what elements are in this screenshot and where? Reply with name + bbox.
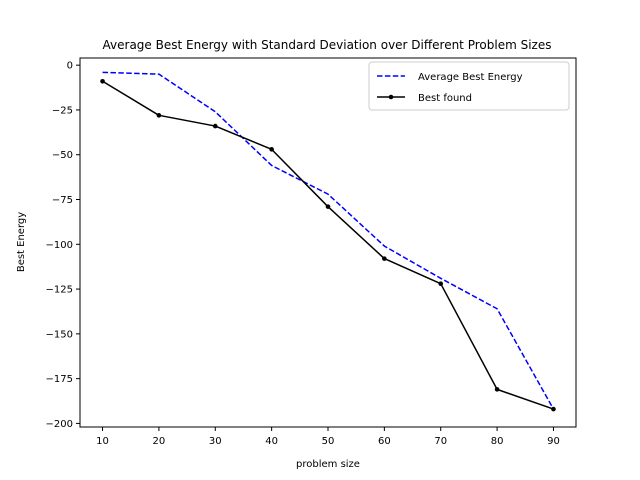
x-tick-label: 80 bbox=[491, 436, 504, 447]
best-found-point bbox=[269, 147, 274, 152]
x-axis-label: problem size bbox=[296, 459, 360, 470]
x-tick-label: 40 bbox=[265, 436, 278, 447]
best-found-point bbox=[156, 113, 162, 118]
best-found-point bbox=[325, 204, 331, 209]
y-tick-label: −100 bbox=[46, 240, 73, 251]
x-tick-label: 30 bbox=[209, 436, 222, 447]
best-found-point bbox=[494, 387, 500, 392]
y-tick-label: −75 bbox=[52, 195, 73, 206]
axes-layer: 10 20 30 40 50 60 70 80 90 0 −25 −50 −75 −100 −125 −150… bbox=[46, 61, 560, 447]
legend-label-best: Best found bbox=[418, 93, 472, 104]
best-found-point bbox=[551, 406, 556, 412]
legend: Average Best Energy Best found bbox=[368, 61, 570, 111]
legend-label-average: Average Best Energy bbox=[418, 72, 523, 83]
chart-title: Average Best Energy with Standard Deviat… bbox=[103, 38, 552, 52]
best-found-point bbox=[100, 78, 105, 84]
plot-area bbox=[80, 58, 576, 427]
x-tick-label: 20 bbox=[153, 436, 166, 447]
series-layer bbox=[100, 71, 556, 412]
x-tick-label: 10 bbox=[96, 436, 109, 447]
y-tick-label: 0 bbox=[67, 61, 73, 72]
best-found-point bbox=[382, 256, 387, 261]
legend-marker-best bbox=[388, 94, 394, 100]
plot-frame bbox=[79, 57, 577, 428]
y-tick-label: −175 bbox=[46, 374, 73, 385]
y-tick-label: −50 bbox=[52, 150, 73, 161]
y-axis-label: Best Energy bbox=[16, 212, 27, 272]
y-tick-label: −125 bbox=[46, 285, 73, 296]
best-found-point bbox=[438, 281, 444, 286]
x-tick-label: 90 bbox=[547, 436, 560, 447]
best-found-point bbox=[212, 123, 218, 129]
x-tick-label: 60 bbox=[378, 436, 391, 447]
y-tick-label: −150 bbox=[46, 329, 73, 340]
x-tick-label: 70 bbox=[434, 436, 447, 447]
y-tick-label: −200 bbox=[46, 419, 73, 430]
x-tick-label: 50 bbox=[322, 436, 335, 447]
legend-frame bbox=[368, 61, 570, 111]
series-average-best-energy-line bbox=[102, 71, 555, 410]
y-tick-label: −25 bbox=[52, 105, 73, 116]
